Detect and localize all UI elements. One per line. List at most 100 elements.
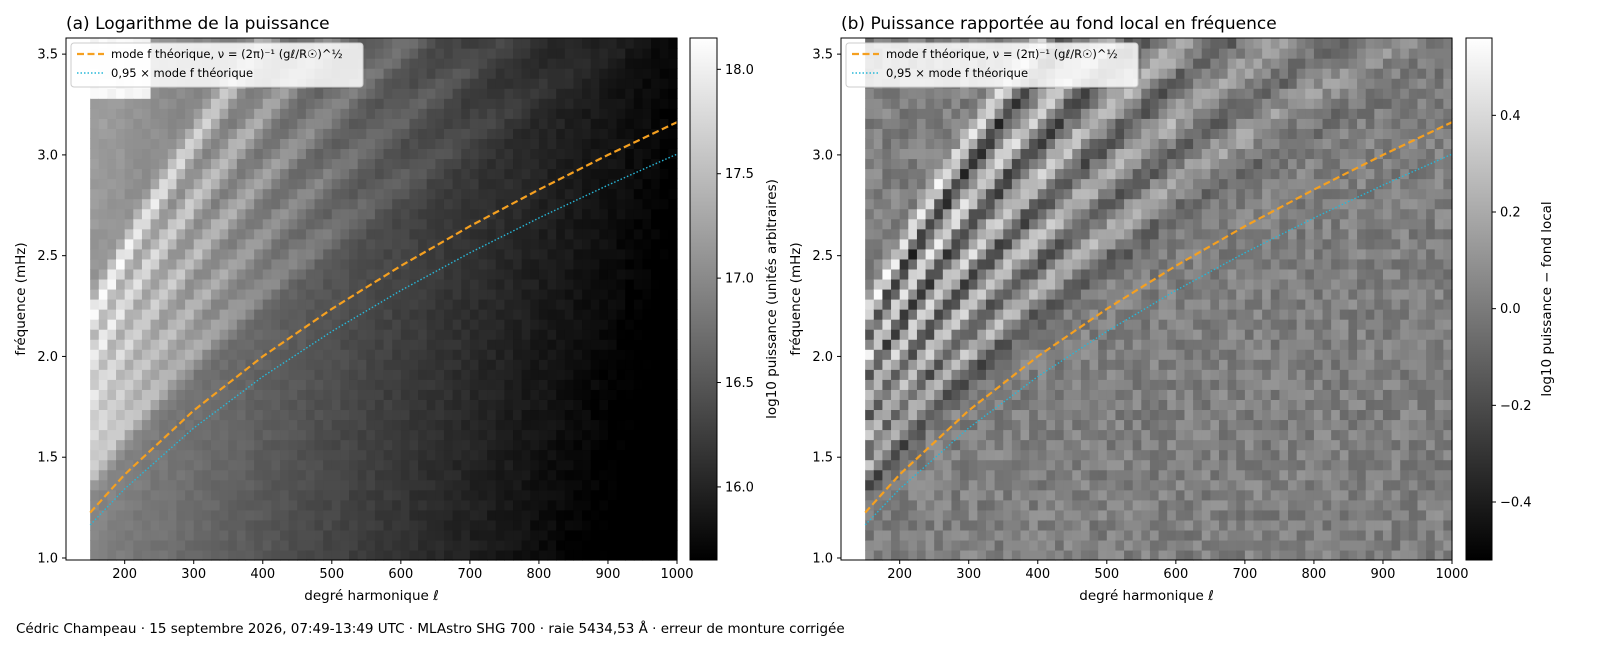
heatmap-cell	[960, 469, 970, 481]
heatmap-cell	[107, 479, 117, 491]
heatmap-cell	[599, 38, 609, 49]
heatmap-cell	[202, 108, 212, 119]
heatmap-cell	[176, 359, 186, 370]
heatmap-cell	[934, 469, 944, 481]
heatmap-cell	[210, 309, 221, 320]
heatmap-cell	[899, 148, 909, 160]
heatmap-cell	[668, 489, 678, 501]
heatmap-cell	[668, 238, 678, 250]
heatmap-cell	[469, 208, 480, 220]
heatmap-cell	[452, 78, 462, 89]
heatmap-cell	[942, 88, 953, 99]
heatmap-cell	[530, 349, 540, 360]
heatmap-cell	[107, 118, 117, 129]
heatmap-cell	[236, 218, 247, 230]
heatmap-cell	[582, 359, 592, 370]
heatmap-cell	[392, 309, 402, 320]
heatmap-cell	[167, 519, 178, 531]
heatmap-cell	[159, 248, 169, 260]
heatmap-cell	[297, 108, 307, 119]
heatmap-cell	[340, 299, 350, 310]
heatmap-cell	[245, 409, 255, 421]
heatmap-cell	[942, 339, 953, 350]
heatmap-cell	[1003, 489, 1013, 501]
heatmap-cell	[556, 329, 566, 340]
heatmap-cell	[418, 158, 428, 170]
heatmap-cell	[461, 409, 471, 421]
heatmap-cell	[1063, 288, 1073, 300]
series-line-scaled-mode-f	[89, 153, 678, 526]
heatmap-cell	[925, 208, 935, 220]
heatmap-cell	[951, 449, 961, 461]
heatmap-cell	[236, 268, 247, 280]
heatmap-cell	[418, 539, 428, 551]
heatmap-cell	[426, 168, 436, 180]
heatmap-cell	[124, 278, 134, 290]
heatmap-cell	[176, 429, 186, 441]
heatmap-cell	[977, 178, 987, 190]
heatmap-cell	[968, 529, 978, 541]
heatmap-cell	[228, 469, 238, 481]
heatmap-cell	[977, 519, 987, 531]
heatmap-cell	[98, 489, 109, 501]
heatmap-cell	[925, 409, 935, 421]
heatmap-cell	[366, 359, 376, 370]
heatmap-cell	[530, 469, 540, 481]
heatmap-cell	[323, 299, 333, 310]
heatmap-cell	[236, 339, 247, 350]
heatmap-cell	[994, 218, 1004, 230]
heatmap-cell	[590, 529, 600, 541]
heatmap-cell	[616, 58, 626, 69]
heatmap-cell	[176, 519, 186, 531]
heatmap-cell	[642, 379, 652, 390]
heatmap-cell	[254, 489, 264, 501]
heatmap-cell	[98, 128, 109, 139]
heatmap-cell	[668, 309, 678, 320]
colorbar-tick-label: 17.5	[725, 167, 754, 182]
heatmap-cell	[1003, 319, 1013, 330]
heatmap-cell	[504, 309, 514, 320]
heatmap-cell	[305, 319, 316, 330]
heatmap-cell	[323, 479, 333, 491]
heatmap-cell	[942, 429, 953, 441]
heatmap-cell	[573, 218, 583, 230]
heatmap-cell	[452, 499, 462, 511]
heatmap-cell	[899, 429, 909, 441]
heatmap-cell	[469, 248, 480, 260]
heatmap-cell	[1046, 479, 1056, 491]
heatmap-cell	[882, 268, 892, 280]
heatmap-cell	[873, 369, 884, 380]
heatmap-cell	[625, 519, 635, 531]
heatmap-cell	[487, 549, 497, 561]
heatmap-cell	[908, 278, 918, 290]
heatmap-cell	[1089, 549, 1099, 561]
heatmap-cell	[625, 339, 635, 350]
heatmap-cell	[625, 78, 635, 89]
heatmap-cell	[314, 309, 324, 320]
heatmap-cell	[873, 188, 884, 200]
heatmap-cell	[564, 309, 575, 320]
heatmap-cell	[882, 118, 892, 129]
heatmap-cell	[150, 519, 160, 531]
heatmap-cell	[865, 429, 875, 441]
heatmap-cell	[107, 278, 117, 290]
heatmap-cell	[185, 449, 195, 461]
heatmap-cell	[461, 228, 471, 240]
heatmap-cell	[538, 268, 549, 280]
heatmap-cell	[478, 299, 488, 310]
heatmap-cell	[297, 489, 307, 501]
heatmap-cell	[607, 299, 618, 310]
heatmap-cell	[582, 188, 592, 200]
heatmap-cell	[357, 439, 367, 451]
heatmap-cell	[530, 489, 540, 501]
heatmap-cell	[625, 539, 635, 551]
heatmap-cell	[280, 299, 290, 310]
heatmap-cell	[383, 429, 393, 441]
heatmap-cell	[141, 479, 152, 491]
heatmap-cell	[426, 299, 436, 310]
heatmap-cell	[193, 299, 203, 310]
heatmap-cell	[668, 359, 678, 370]
heatmap-cell	[228, 278, 238, 290]
heatmap-cell	[968, 329, 978, 340]
heatmap-cell	[323, 268, 333, 280]
